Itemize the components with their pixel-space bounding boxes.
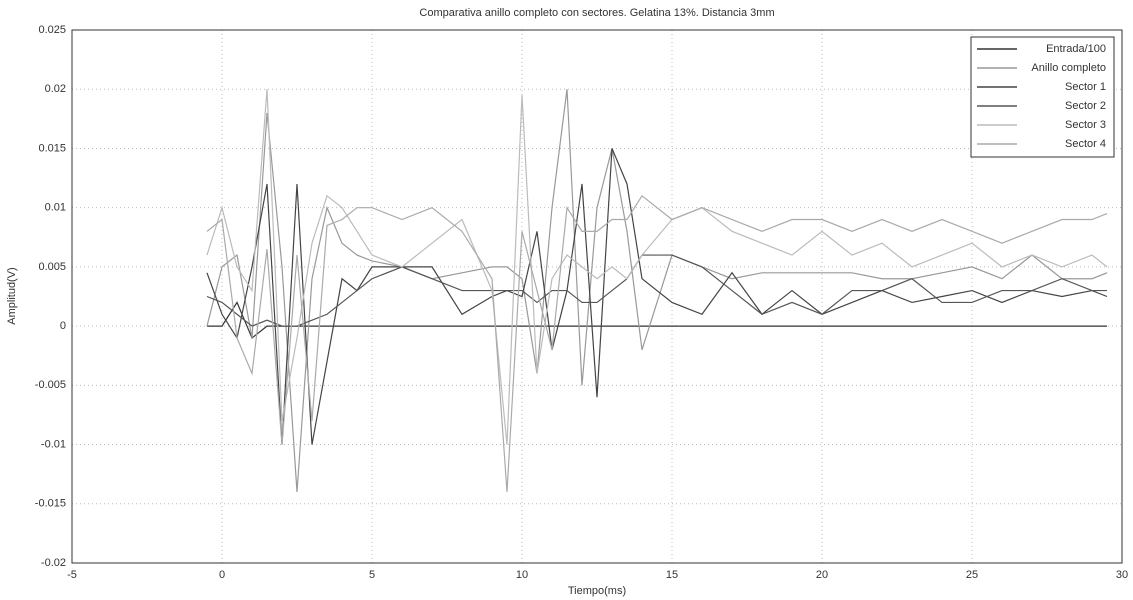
y-tick-label: -0.015 <box>35 498 66 510</box>
y-tick-label: -0.02 <box>41 557 66 569</box>
y-tick-label: -0.005 <box>35 379 66 391</box>
x-tick-label: 30 <box>1116 569 1128 581</box>
y-tick-label: 0.02 <box>45 83 66 95</box>
legend-label: Sector 3 <box>1065 119 1106 131</box>
y-tick-label: 0 <box>60 320 66 332</box>
legend-label: Sector 4 <box>1065 138 1106 150</box>
x-tick-label: 5 <box>369 569 375 581</box>
y-tick-label: 0.015 <box>38 142 66 154</box>
legend-label: Entrada/100 <box>1046 43 1106 55</box>
x-tick-label: 25 <box>966 569 978 581</box>
x-tick-label: -5 <box>67 569 77 581</box>
legend-label: Sector 2 <box>1065 100 1106 112</box>
chart-title: Comparativa anillo completo con sectores… <box>419 7 774 19</box>
x-tick-label: 20 <box>816 569 828 581</box>
x-tick-label: 0 <box>219 569 225 581</box>
legend-label: Anillo completo <box>1031 62 1106 74</box>
y-tick-label: 0.005 <box>38 261 66 273</box>
series-line <box>206 254 1107 327</box>
x-axis-label: Tiempo(ms) <box>568 585 626 597</box>
x-tick-label: 15 <box>666 569 678 581</box>
y-tick-label: -0.01 <box>41 438 66 450</box>
x-tick-label: 10 <box>516 569 528 581</box>
legend-label: Sector 1 <box>1065 81 1106 93</box>
series-line <box>206 89 1108 445</box>
y-tick-label: 0.01 <box>45 202 66 214</box>
y-axis-label: Amplitud(V) <box>6 267 18 324</box>
plot-frame <box>71 29 1123 564</box>
series-line <box>206 148 1108 445</box>
y-tick-label: 0.025 <box>38 24 66 36</box>
series-line <box>206 194 1108 492</box>
legend-box <box>970 36 1115 158</box>
series-line <box>207 301 1107 339</box>
